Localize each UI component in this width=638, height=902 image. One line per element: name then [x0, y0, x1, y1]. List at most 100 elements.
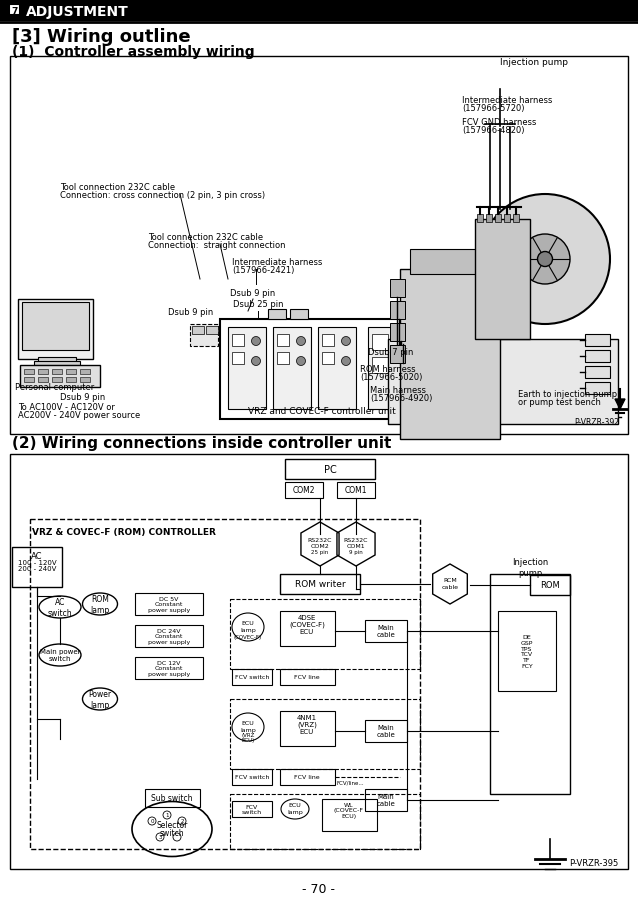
Bar — [504, 215, 510, 223]
Text: (VRZ
ECU): (VRZ ECU) — [241, 732, 255, 742]
Bar — [390, 324, 405, 342]
Bar — [34, 362, 80, 365]
Bar — [66, 370, 76, 374]
Text: Dsub 9 pin: Dsub 9 pin — [230, 289, 276, 298]
Bar — [273, 327, 311, 410]
Text: ADJUSTMENT: ADJUSTMENT — [26, 5, 129, 19]
Bar — [495, 215, 501, 223]
Text: AC: AC — [31, 552, 43, 561]
Bar — [585, 351, 610, 363]
Text: (157966-4920): (157966-4920) — [370, 393, 433, 402]
Bar — [30, 520, 420, 849]
Ellipse shape — [251, 357, 260, 366]
Bar — [322, 799, 377, 831]
Bar — [513, 215, 519, 223]
Bar — [228, 327, 266, 410]
Ellipse shape — [394, 378, 408, 391]
Bar — [230, 794, 420, 849]
Bar — [475, 220, 530, 340]
Ellipse shape — [520, 235, 570, 285]
Text: COM2: COM2 — [311, 544, 329, 549]
Bar — [145, 789, 200, 807]
Bar — [372, 335, 388, 351]
Text: 4DSE
(COVEC-F)
ECU: 4DSE (COVEC-F) ECU — [289, 614, 325, 634]
Text: (1)  Controller assembly wiring: (1) Controller assembly wiring — [12, 45, 255, 59]
Text: 1: 1 — [165, 813, 168, 817]
Text: FCV
switch: FCV switch — [242, 804, 262, 815]
Bar — [192, 327, 204, 335]
Bar — [52, 370, 62, 374]
Bar — [365, 720, 407, 742]
Text: Tool connection 232C cable: Tool connection 232C cable — [60, 183, 175, 192]
Ellipse shape — [297, 357, 306, 366]
Text: FCV line: FCV line — [294, 775, 320, 779]
Bar — [135, 658, 203, 679]
Bar — [277, 335, 289, 346]
Text: 0: 0 — [151, 819, 154, 824]
Text: VRZ and COVEC-F controller unit: VRZ and COVEC-F controller unit — [248, 407, 396, 416]
Text: 200 - 240V: 200 - 240V — [18, 566, 56, 571]
Bar — [268, 309, 286, 319]
Bar — [52, 378, 62, 382]
Bar — [585, 335, 610, 346]
Bar — [12, 548, 62, 587]
Bar — [232, 769, 272, 785]
Text: Earth to injection pump: Earth to injection pump — [518, 390, 617, 399]
Bar — [490, 575, 570, 794]
Bar — [8, 4, 21, 17]
Bar — [393, 340, 405, 352]
Bar — [390, 345, 405, 364]
Bar — [38, 357, 76, 363]
Text: - 70 -: - 70 - — [302, 882, 336, 896]
Text: lamp: lamp — [240, 628, 256, 633]
Text: (2) Wiring connections inside controller unit: (2) Wiring connections inside controller… — [12, 436, 391, 451]
Text: cable: cable — [441, 584, 459, 590]
Bar — [322, 353, 334, 364]
Text: WL
(COVEC-F
ECU): WL (COVEC-F ECU) — [334, 802, 364, 818]
Text: Dsub 7 pin: Dsub 7 pin — [368, 347, 413, 356]
Text: 9 pin: 9 pin — [349, 550, 363, 555]
Text: ROM
lamp: ROM lamp — [91, 594, 110, 614]
Ellipse shape — [480, 195, 610, 325]
Text: P-VRZR-395: P-VRZR-395 — [568, 858, 618, 867]
Text: Sub switch: Sub switch — [151, 794, 193, 803]
Text: (157966-2421): (157966-2421) — [232, 266, 294, 275]
Text: Main power
switch: Main power switch — [40, 649, 80, 662]
Bar — [322, 335, 334, 346]
Bar — [220, 319, 425, 419]
Bar — [390, 280, 405, 298]
Bar — [372, 357, 388, 373]
Text: Connection:  straight connection: Connection: straight connection — [148, 241, 285, 250]
Bar — [337, 483, 375, 499]
Bar — [585, 382, 610, 394]
Bar — [277, 353, 289, 364]
Text: Injection
pump: Injection pump — [512, 557, 548, 577]
Bar — [0, 0, 638, 22]
Ellipse shape — [341, 337, 350, 346]
Bar — [232, 335, 244, 346]
Bar — [285, 459, 375, 480]
Bar — [38, 378, 48, 382]
Bar — [9, 5, 20, 16]
Text: ROM: ROM — [540, 581, 560, 590]
Bar — [135, 625, 203, 648]
Text: FCV/line...: FCV/line... — [336, 780, 364, 785]
Text: RCM: RCM — [443, 578, 457, 583]
Bar — [24, 378, 34, 382]
Text: FCV GND harness: FCV GND harness — [462, 118, 537, 127]
Text: ECU: ECU — [288, 803, 301, 807]
Text: Connection: cross connection (2 pin, 3 pin cross): Connection: cross connection (2 pin, 3 p… — [60, 191, 265, 199]
Ellipse shape — [297, 337, 306, 346]
Bar — [410, 250, 490, 275]
Bar — [280, 669, 335, 686]
Text: RS232C: RS232C — [308, 538, 332, 543]
Text: (157966-4820): (157966-4820) — [462, 126, 524, 135]
Bar — [230, 699, 420, 769]
Bar — [585, 366, 610, 379]
Text: (157966-5020): (157966-5020) — [360, 373, 422, 382]
Text: Intermediate harness: Intermediate harness — [232, 258, 322, 267]
Bar — [10, 455, 628, 869]
Text: Main
cable: Main cable — [376, 625, 396, 638]
Bar — [280, 575, 360, 594]
Text: AC200V - 240V power source: AC200V - 240V power source — [18, 410, 140, 419]
